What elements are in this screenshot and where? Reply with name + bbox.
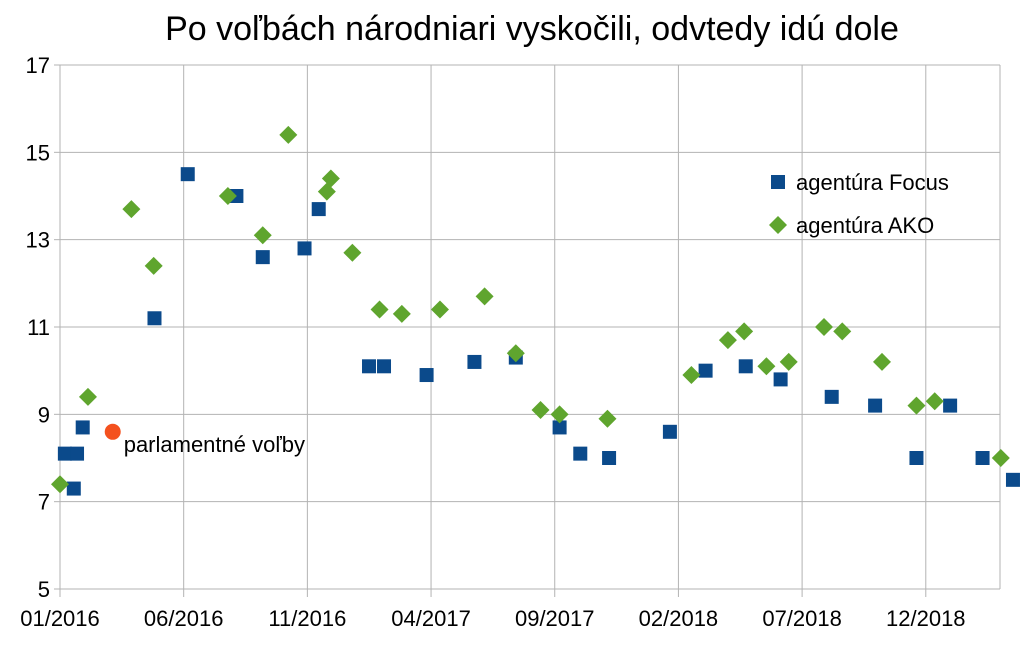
y-tick-label: 7 (38, 490, 50, 515)
data-point-focus (255, 250, 270, 265)
data-point-focus (362, 359, 377, 374)
data-point-focus (975, 451, 990, 465)
data-point-focus (147, 311, 162, 326)
data-point-ako (122, 200, 141, 219)
x-axis-tick-labels: 01/2016 06/2016 11/2016 04/2017 09/2017 02/20… (20, 606, 965, 631)
data-point-ako (144, 256, 163, 275)
data-point-focus (57, 446, 72, 461)
data-point-focus (602, 451, 617, 465)
data-point-ako (78, 387, 97, 406)
data-point-ako (550, 405, 569, 424)
data-point-ako (735, 322, 754, 341)
annotation-label: parlamentné voľby (124, 432, 305, 457)
data-point-focus (909, 451, 924, 465)
x-tick-label: 01/2016 (20, 606, 100, 631)
x-tick-label: 02/2018 (639, 606, 719, 631)
data-point-ako (253, 226, 272, 245)
data-point-focus (943, 398, 958, 413)
x-tick-label: 04/2017 (391, 606, 471, 631)
annotation-point (104, 423, 121, 440)
x-tick-label: 09/2017 (515, 606, 595, 631)
data-point-focus (662, 424, 677, 439)
data-point-ako (392, 304, 411, 323)
legend-diamond-icon (769, 216, 787, 234)
data-point-focus (66, 481, 81, 496)
data-point-ako (907, 396, 926, 415)
annotations: parlamentné voľby (104, 423, 305, 457)
data-point-focus (698, 363, 713, 378)
x-tick-label: 06/2016 (144, 606, 224, 631)
y-tick-label: 9 (38, 402, 50, 427)
data-point-focus (552, 420, 567, 435)
data-point-ako (991, 449, 1010, 467)
data-point-focus (377, 359, 392, 374)
data-point-focus (311, 202, 326, 217)
data-point-focus (75, 420, 90, 435)
data-point-ako (598, 409, 617, 428)
y-tick-label: 5 (38, 577, 50, 602)
data-point-ako (430, 300, 449, 319)
data-point-ako (531, 400, 550, 419)
data-point-ako (872, 352, 891, 371)
data-point-ako (833, 322, 852, 341)
y-tick-label: 11 (27, 315, 50, 340)
data-point-focus (773, 372, 788, 387)
data-point-focus (180, 167, 195, 182)
data-point-ako (718, 331, 737, 350)
data-point-focus (467, 354, 482, 369)
data-point-ako (279, 125, 298, 144)
chart-title: Po voľbách národniari vyskočili, odvtedy… (165, 10, 899, 48)
data-point-focus (868, 398, 883, 413)
data-point-focus (70, 446, 85, 461)
legend: agentúra Focus agentúra AKO (769, 170, 949, 238)
data-marks (51, 125, 1020, 496)
data-point-ako (51, 475, 69, 494)
data-point-focus (573, 446, 588, 461)
data-point-ako (218, 187, 237, 205)
y-axis-tick-labels: 5 7 9 11 13 15 17 (26, 53, 50, 602)
data-point-focus (738, 359, 753, 374)
y-tick-label: 17 (26, 53, 50, 78)
data-point-focus (419, 368, 434, 383)
data-point-ako (370, 300, 389, 319)
axes (54, 64, 1000, 597)
data-point-focus (1005, 472, 1020, 487)
y-tick-label: 15 (26, 140, 50, 165)
data-point-ako (757, 357, 776, 376)
data-point-ako (925, 392, 944, 411)
grid-lines (59, 64, 1001, 590)
y-tick-label: 13 (26, 228, 50, 253)
data-point-ako (506, 344, 525, 363)
x-tick-label: 07/2018 (762, 606, 842, 631)
legend-square-icon (771, 175, 785, 189)
data-point-ako (779, 352, 798, 371)
data-point-ako (815, 318, 834, 336)
data-point-focus (297, 241, 312, 256)
data-point-ako (682, 366, 701, 385)
data-point-ako (343, 243, 362, 262)
data-point-ako (317, 182, 336, 201)
x-tick-label: 11/2016 (268, 606, 346, 631)
legend-label: agentúra AKO (796, 213, 934, 238)
data-point-focus (824, 389, 839, 404)
x-tick-label: 12/2018 (886, 606, 966, 631)
data-point-ako (475, 287, 494, 306)
legend-label: agentúra Focus (796, 170, 949, 195)
data-point-ako (321, 169, 340, 188)
